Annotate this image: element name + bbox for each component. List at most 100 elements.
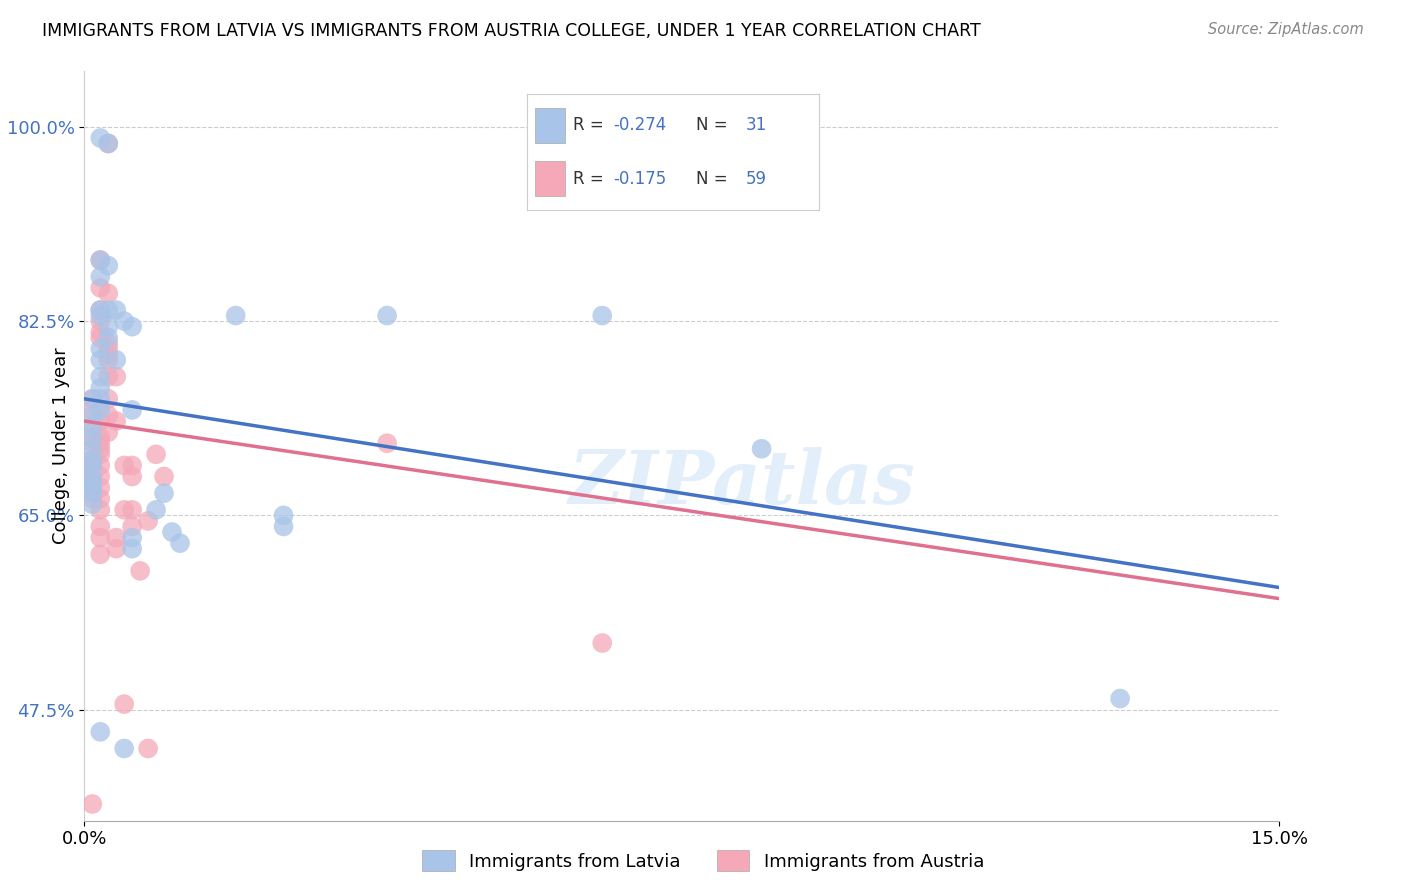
Point	[89, 491, 111, 506]
Point	[121, 469, 143, 483]
Point	[145, 447, 167, 461]
Point	[112, 503, 135, 517]
Point	[89, 325, 111, 339]
Point	[89, 724, 111, 739]
Point	[89, 314, 111, 328]
Text: IMMIGRANTS FROM LATVIA VS IMMIGRANTS FROM AUSTRIA COLLEGE, UNDER 1 YEAR CORRELAT: IMMIGRANTS FROM LATVIA VS IMMIGRANTS FRO…	[42, 22, 981, 40]
Point	[97, 353, 120, 368]
Point	[97, 136, 120, 151]
Point	[82, 458, 104, 473]
Point	[89, 531, 111, 545]
Point	[97, 303, 120, 318]
Point	[97, 425, 120, 439]
Point	[82, 797, 104, 811]
Point	[105, 414, 128, 428]
Point	[82, 442, 104, 456]
Point	[89, 392, 111, 406]
Point	[97, 136, 120, 151]
Point	[89, 414, 111, 428]
Point	[82, 436, 104, 450]
Point	[89, 403, 111, 417]
Point	[82, 481, 104, 495]
Point	[121, 403, 143, 417]
Point	[89, 436, 111, 450]
Point	[121, 519, 143, 533]
Point	[89, 269, 111, 284]
Point	[105, 369, 128, 384]
Point	[153, 486, 176, 500]
Point	[82, 419, 104, 434]
Point	[97, 347, 120, 361]
Point	[97, 369, 120, 384]
Point	[112, 314, 135, 328]
Point	[89, 469, 111, 483]
Point	[89, 309, 111, 323]
Point	[89, 353, 111, 368]
Point	[89, 447, 111, 461]
Point	[82, 431, 104, 445]
Point	[89, 369, 111, 384]
Point	[375, 436, 398, 450]
Point	[273, 519, 295, 533]
Point	[136, 514, 159, 528]
Point	[89, 503, 111, 517]
Point	[97, 319, 120, 334]
Point	[153, 469, 176, 483]
Point	[105, 541, 128, 556]
Point	[105, 353, 128, 368]
Point	[129, 564, 152, 578]
Point	[82, 403, 104, 417]
Point	[145, 503, 167, 517]
Point	[89, 342, 111, 356]
Point	[97, 342, 120, 356]
Point	[225, 309, 247, 323]
Point	[89, 442, 111, 456]
Point	[82, 497, 104, 511]
Point	[97, 286, 120, 301]
Point	[82, 475, 104, 489]
Point	[89, 519, 111, 533]
Point	[1109, 691, 1132, 706]
Point	[82, 453, 104, 467]
Text: Source: ZipAtlas.com: Source: ZipAtlas.com	[1208, 22, 1364, 37]
Point	[105, 303, 128, 318]
Point	[121, 531, 143, 545]
Point	[82, 419, 104, 434]
Point	[82, 486, 104, 500]
Point	[97, 336, 120, 351]
Y-axis label: College, Under 1 year: College, Under 1 year	[52, 348, 70, 544]
Point	[82, 491, 104, 506]
Point	[591, 309, 613, 323]
Point	[82, 475, 104, 489]
Point	[121, 503, 143, 517]
Point	[89, 331, 111, 345]
Point	[375, 309, 398, 323]
Point	[82, 409, 104, 423]
Point	[82, 392, 104, 406]
Point	[105, 531, 128, 545]
Point	[112, 741, 135, 756]
Point	[89, 253, 111, 268]
Point	[121, 319, 143, 334]
Point	[89, 458, 111, 473]
Point	[89, 131, 111, 145]
Point	[82, 481, 104, 495]
Point	[82, 431, 104, 445]
Point	[112, 697, 135, 711]
Point	[160, 524, 183, 539]
Point	[97, 331, 120, 345]
Point	[121, 458, 143, 473]
Legend: Immigrants from Latvia, Immigrants from Austria: Immigrants from Latvia, Immigrants from …	[415, 843, 991, 879]
Point	[273, 508, 295, 523]
Point	[89, 303, 111, 318]
Point	[89, 303, 111, 318]
Point	[82, 469, 104, 483]
Point	[112, 458, 135, 473]
Point	[82, 458, 104, 473]
Point	[591, 636, 613, 650]
Point	[82, 453, 104, 467]
Point	[89, 253, 111, 268]
Text: ZIPatlas: ZIPatlas	[568, 447, 915, 520]
Point	[97, 259, 120, 273]
Point	[136, 741, 159, 756]
